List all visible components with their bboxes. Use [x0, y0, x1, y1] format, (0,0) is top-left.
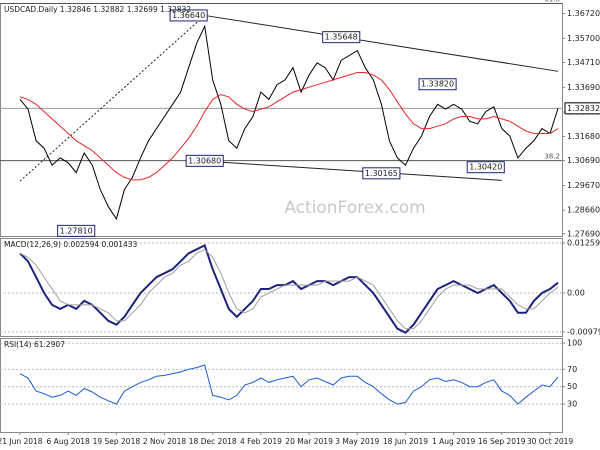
x-tick-label: 2 Nov 2018 — [143, 437, 186, 446]
trendline — [204, 14, 559, 72]
annotation: 1.36640 — [172, 11, 205, 20]
annotation-box — [322, 31, 361, 44]
trendline — [196, 160, 502, 181]
fib-label: 61.8 — [544, 0, 560, 3]
series-line — [19, 248, 559, 330]
y-tick-label: 100 — [567, 339, 582, 348]
series-line — [19, 364, 559, 405]
panel-frame — [0, 338, 563, 433]
annotation-box — [169, 9, 208, 22]
y-tick-label: 1.36720 — [567, 9, 600, 18]
y-tick-label: 1.35700 — [567, 34, 600, 43]
panel-frame — [0, 3, 563, 237]
panel-title: USDCAD.Daily 1.32846 1.32882 1.32699 1.3… — [4, 5, 191, 14]
x-tick-label: 6 Aug 2018 — [47, 437, 90, 446]
x-tick-label: 20 Mar 2019 — [285, 437, 333, 446]
annotation-box — [418, 78, 457, 91]
annotation: 1.30165 — [365, 169, 398, 178]
x-tick-label: 19 Sep 2018 — [93, 437, 141, 446]
y-tick-label: 1.27690 — [567, 229, 600, 238]
y-tick-label: 50 — [567, 382, 577, 391]
series-line — [19, 244, 559, 334]
last-price-label: 1.32832 — [567, 104, 600, 113]
y-tick-label: 1.33690 — [567, 83, 600, 92]
fib-label: 38.2 — [544, 153, 560, 161]
y-tick-label: 0.012599 — [567, 239, 600, 248]
annotation-box — [57, 224, 96, 237]
last-price-box — [564, 102, 600, 115]
panel-frame — [0, 238, 563, 337]
annotation: 1.30420 — [469, 163, 502, 172]
annotation: 1.27810 — [60, 226, 93, 235]
y-tick-label: 1.31680 — [567, 132, 600, 141]
annotation: 1.33820 — [421, 80, 454, 89]
y-tick-label: 1.34710 — [567, 58, 600, 67]
series-line — [19, 24, 559, 221]
panel-title: RSI(14) 61.2907 — [4, 340, 65, 349]
annotation: 1.35648 — [325, 33, 358, 42]
trendline — [19, 15, 206, 182]
y-tick-label: 0.00 — [567, 288, 585, 297]
x-tick-label: 4 Feb 2019 — [240, 437, 282, 446]
x-tick-label: 3 May 2019 — [335, 437, 379, 446]
x-tick-label: 1 Aug 2019 — [432, 437, 475, 446]
x-tick-label: 18 Dec 2018 — [189, 437, 237, 446]
watermark: ActionForex.com — [284, 198, 425, 218]
y-tick-label: 30 — [567, 400, 577, 409]
y-tick-label: 70 — [567, 365, 577, 374]
y-tick-label: 1.29670 — [567, 181, 600, 190]
series-line — [19, 72, 559, 181]
annotation: 1.30680 — [188, 156, 221, 165]
y-tick-label: 1.28660 — [567, 206, 600, 215]
annotation-box — [362, 167, 401, 180]
annotation-box — [185, 154, 224, 167]
annotation-box — [466, 161, 505, 174]
panel-title: MACD(12,26,9) 0.002594 0.001433 — [4, 240, 138, 249]
x-tick-label: 30 Oct 2019 — [527, 437, 574, 446]
x-tick-label: 16 Sep 2019 — [478, 437, 526, 446]
y-tick-label: -0.00979 — [567, 327, 600, 336]
x-tick-label: 18 Jun 2019 — [383, 437, 428, 446]
x-tick-label: 21 Jun 2018 — [0, 437, 43, 446]
y-tick-label: 1.30690 — [567, 156, 600, 165]
